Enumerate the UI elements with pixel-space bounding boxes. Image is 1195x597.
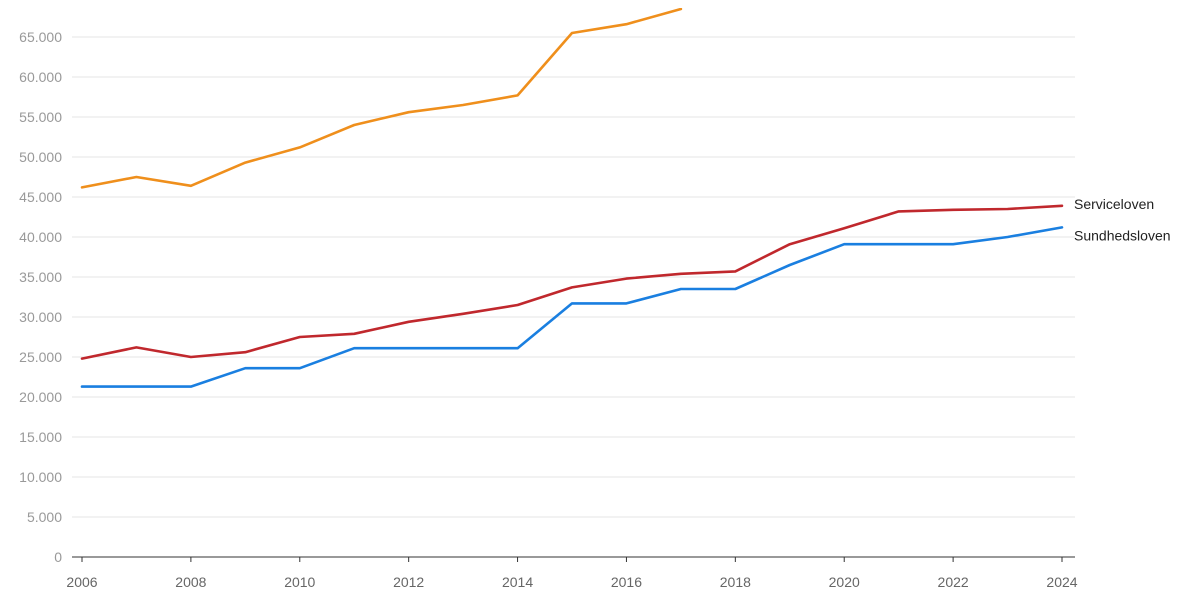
y-tick-label: 60.000 (19, 69, 62, 85)
series-line-series-1 (80, 8, 683, 189)
y-tick-label: 0 (54, 549, 62, 565)
grid (72, 36, 1075, 558)
y-tick-label: 5.000 (27, 509, 62, 525)
x-tick-label: 2008 (175, 574, 206, 590)
x-tick-label: 2018 (720, 574, 751, 590)
y-axis-ticks: 0 5.000 10.000 15.000 20.000 25.000 30.000 35.0… (19, 29, 62, 565)
x-tick-label: 2010 (284, 574, 315, 590)
y-tick-label: 15.000 (19, 429, 62, 445)
x-tick-label: 2016 (611, 574, 642, 590)
y-tick-label: 40.000 (19, 229, 62, 245)
series-line-serviceloven (80, 204, 1064, 360)
series-labels: Serviceloven Sundhedsloven (1074, 196, 1171, 244)
x-tick-label: 2012 (393, 574, 424, 590)
x-tick-label: 2014 (502, 574, 533, 590)
series-label-sundhedsloven: Sundhedsloven (1074, 227, 1171, 243)
series-lines (80, 8, 1064, 388)
series-label-serviceloven: Serviceloven (1074, 196, 1154, 212)
x-tick-label: 2020 (829, 574, 860, 590)
y-tick-label: 30.000 (19, 309, 62, 325)
y-tick-label: 45.000 (19, 189, 62, 205)
y-tick-label: 50.000 (19, 149, 62, 165)
y-tick-label: 35.000 (19, 269, 62, 285)
x-tick-label: 2024 (1046, 574, 1077, 590)
y-tick-label: 10.000 (19, 469, 62, 485)
y-tick-label: 65.000 (19, 29, 62, 45)
y-tick-label: 20.000 (19, 389, 62, 405)
x-tick-label: 2022 (938, 574, 969, 590)
x-tick-label: 2006 (66, 574, 97, 590)
y-tick-label: 25.000 (19, 349, 62, 365)
series-line-sundhedsloven (80, 226, 1064, 388)
y-tick-label: 55.000 (19, 109, 62, 125)
x-axis-ticks: 2006 2008 2010 2012 2014 2016 2018 2020 2022 2024 (66, 557, 1078, 590)
